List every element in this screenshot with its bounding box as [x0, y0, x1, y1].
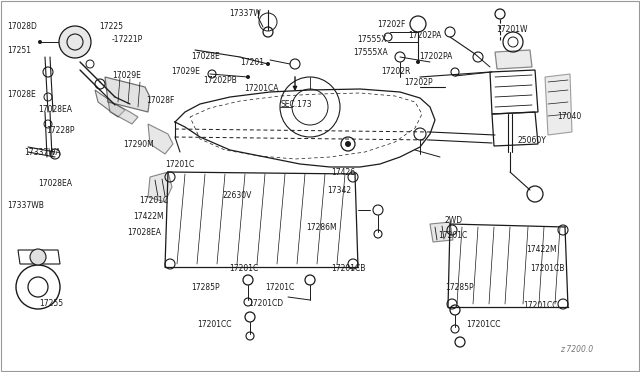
Text: 17201CC: 17201CC: [197, 320, 232, 329]
Polygon shape: [105, 77, 150, 112]
Text: 17422M: 17422M: [133, 212, 164, 221]
Text: 17337WB: 17337WB: [8, 201, 45, 210]
Text: 25060Y: 25060Y: [517, 136, 546, 145]
Text: 17202R: 17202R: [381, 67, 410, 76]
Text: 17555X: 17555X: [357, 35, 387, 44]
Text: 17201C: 17201C: [266, 283, 295, 292]
Polygon shape: [108, 100, 138, 124]
Text: 17028EA: 17028EA: [127, 228, 161, 237]
Text: 17202PA: 17202PA: [408, 31, 442, 40]
Text: 17285P: 17285P: [191, 283, 220, 292]
Text: 17290M: 17290M: [124, 140, 154, 149]
Text: 17202P: 17202P: [404, 78, 433, 87]
Text: 17426: 17426: [332, 169, 356, 177]
Text: SEC.173: SEC.173: [280, 100, 312, 109]
Text: 2WD: 2WD: [445, 216, 463, 225]
Text: 17201C: 17201C: [140, 196, 169, 205]
Polygon shape: [495, 50, 532, 69]
Text: 17201CB: 17201CB: [530, 264, 564, 273]
Text: 17337W: 17337W: [229, 9, 261, 18]
Text: 17201CD: 17201CD: [248, 299, 284, 308]
Text: 17201C: 17201C: [438, 231, 468, 240]
Text: 17285P: 17285P: [445, 283, 474, 292]
Text: 17201CA: 17201CA: [244, 84, 279, 93]
Polygon shape: [545, 74, 572, 135]
Text: 17337WA: 17337WA: [24, 148, 61, 157]
Polygon shape: [148, 124, 173, 154]
Circle shape: [266, 62, 270, 66]
Text: 17286M: 17286M: [306, 223, 337, 232]
Circle shape: [59, 26, 91, 58]
Text: 17201C: 17201C: [165, 160, 195, 169]
Circle shape: [246, 75, 250, 79]
Text: 17251: 17251: [8, 46, 32, 55]
Polygon shape: [430, 222, 453, 242]
Text: 17028D: 17028D: [8, 22, 38, 31]
Text: -17221P: -17221P: [112, 35, 143, 44]
Text: 17201CB: 17201CB: [332, 264, 366, 273]
Text: 17201C: 17201C: [229, 264, 259, 273]
Text: 22630V: 22630V: [223, 191, 252, 200]
Text: 17028E: 17028E: [8, 90, 36, 99]
Text: 17201W: 17201W: [496, 25, 527, 34]
Text: 17201CC: 17201CC: [524, 301, 558, 310]
Text: 17028E: 17028E: [191, 52, 220, 61]
Text: 17028F: 17028F: [146, 96, 174, 105]
Polygon shape: [148, 172, 172, 202]
Text: z 7200.0: z 7200.0: [560, 346, 593, 355]
Text: 17028EA: 17028EA: [38, 179, 72, 187]
Text: 17028EA: 17028EA: [38, 105, 72, 114]
Text: 17202PB: 17202PB: [204, 76, 237, 85]
Circle shape: [38, 40, 42, 44]
Circle shape: [416, 60, 420, 64]
Polygon shape: [95, 90, 125, 117]
Text: 17201: 17201: [241, 58, 265, 67]
Text: 17422M: 17422M: [526, 246, 557, 254]
Text: 17201CC: 17201CC: [466, 320, 500, 329]
Text: 17202F: 17202F: [378, 20, 406, 29]
Text: 17029E: 17029E: [172, 67, 200, 76]
Text: 17555XA: 17555XA: [353, 48, 388, 57]
Text: 17225: 17225: [99, 22, 123, 31]
Text: 17255: 17255: [40, 299, 64, 308]
Text: 17040: 17040: [557, 112, 581, 121]
Circle shape: [345, 141, 351, 147]
Text: 17029E: 17029E: [112, 71, 141, 80]
Circle shape: [30, 249, 46, 265]
Text: 17228P: 17228P: [46, 126, 75, 135]
Text: 17342: 17342: [328, 186, 352, 195]
Text: 17202PA: 17202PA: [419, 52, 452, 61]
